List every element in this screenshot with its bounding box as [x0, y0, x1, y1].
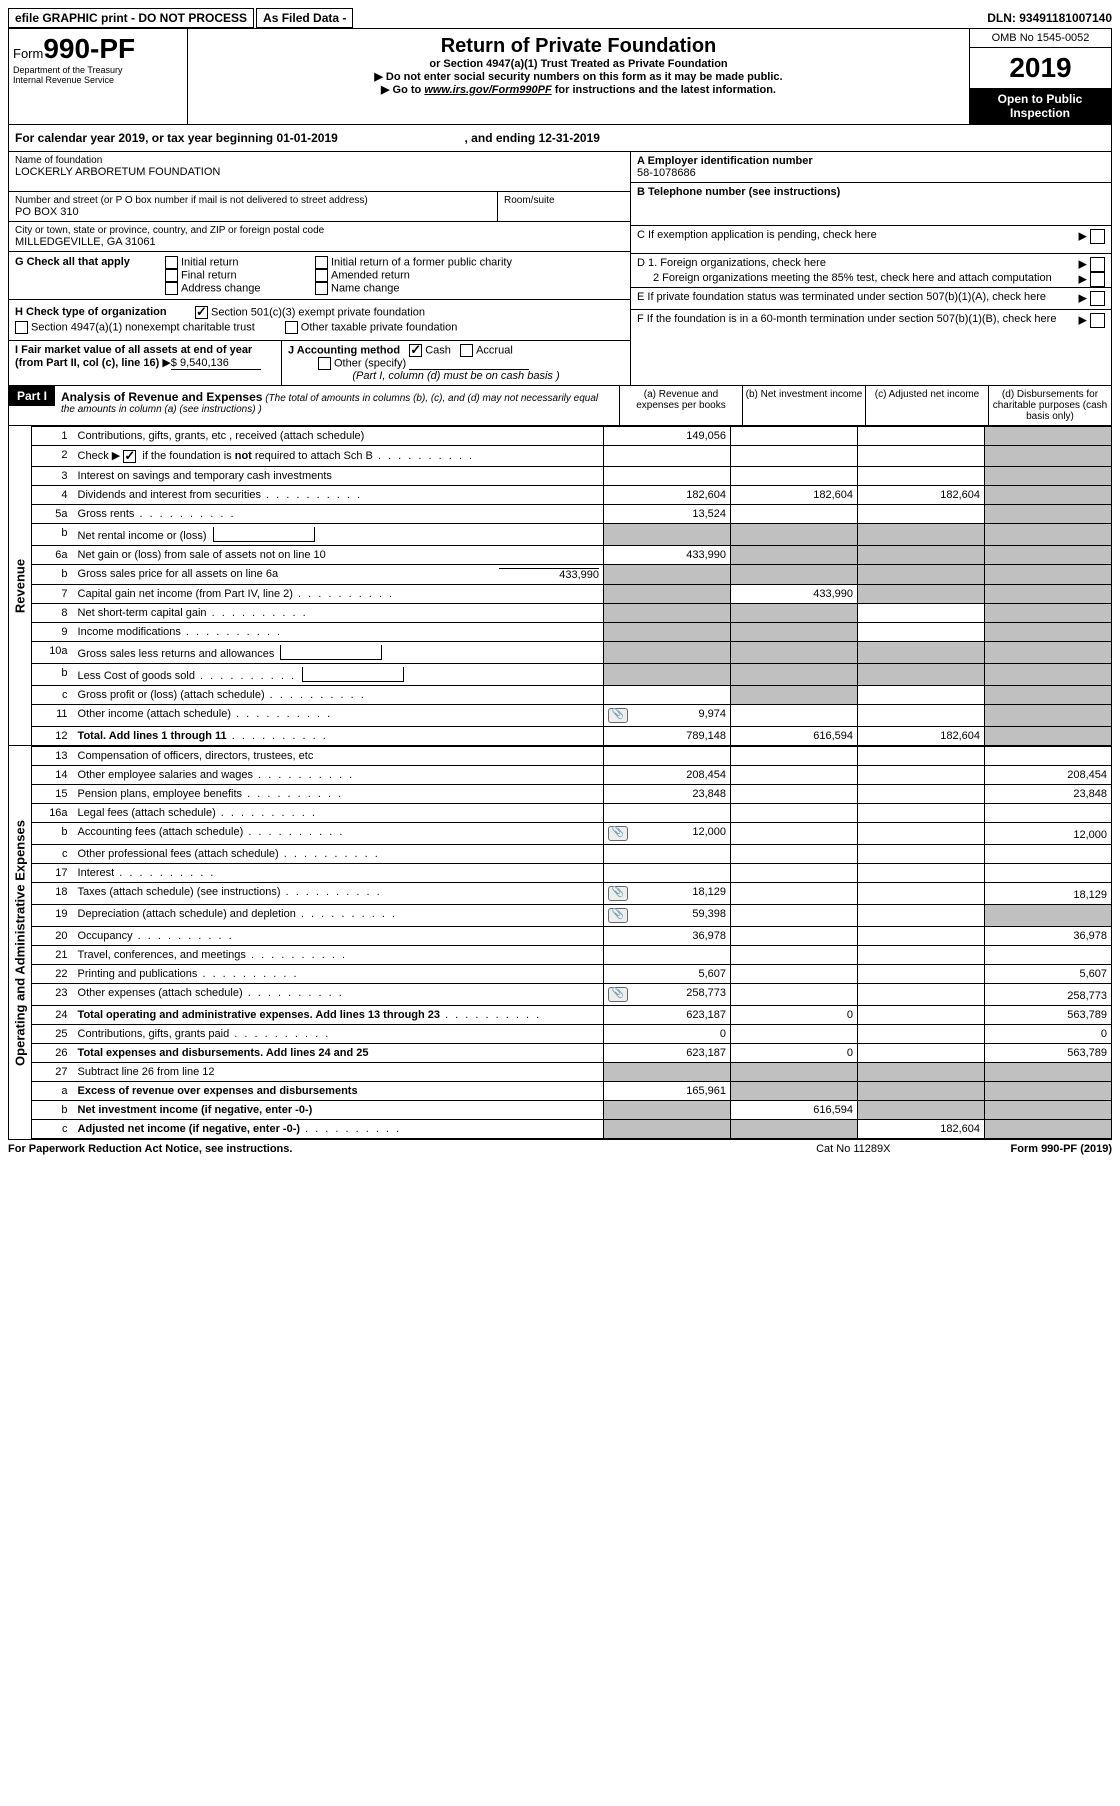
revenue-side-label: Revenue: [9, 426, 32, 745]
cb-c[interactable]: [1090, 229, 1105, 244]
revenue-section: Revenue 1Contributions, gifts, grants, e…: [8, 426, 1112, 746]
col-a-head: (a) Revenue and expenses per books: [619, 386, 742, 425]
room-cell: Room/suite: [497, 192, 630, 221]
section-i: I Fair market value of all assets at end…: [9, 341, 281, 385]
expenses-side-label: Operating and Administrative Expenses: [9, 746, 32, 1139]
cb-cash[interactable]: [409, 344, 422, 357]
fmv-value: $ 9,540,136: [171, 357, 261, 370]
phone-cell: B Telephone number (see instructions): [631, 183, 1111, 226]
cb-initial-return[interactable]: [165, 256, 178, 269]
part1-header: Part I Analysis of Revenue and Expenses …: [8, 386, 1112, 426]
j-note: (Part I, column (d) must be on cash basi…: [288, 370, 624, 382]
d-cell: D 1. Foreign organizations, check here▶ …: [631, 254, 1111, 288]
street-cell: Number and street (or P O box number if …: [9, 192, 497, 221]
revenue-table: 1Contributions, gifts, grants, etc , rec…: [32, 426, 1112, 745]
page-footer: For Paperwork Reduction Act Notice, see …: [8, 1140, 1112, 1155]
section-h: H Check type of organization Section 501…: [9, 300, 630, 341]
col-b-head: (b) Net investment income: [742, 386, 865, 425]
efile-box: efile GRAPHIC print - DO NOT PROCESS: [8, 8, 254, 28]
form-subtitle: or Section 4947(a)(1) Trust Treated as P…: [198, 58, 959, 70]
cb-e[interactable]: [1090, 291, 1105, 306]
ssn-warning: Do not enter social security numbers on …: [198, 70, 959, 83]
calendar-year-line: For calendar year 2019, or tax year begi…: [8, 125, 1112, 152]
dln: DLN: 93491181007140: [987, 11, 1112, 25]
efile-header: efile GRAPHIC print - DO NOT PROCESS As …: [8, 8, 1112, 28]
cb-amended-return[interactable]: [315, 269, 328, 282]
inspection-badge: Open to Public Inspection: [969, 88, 1111, 124]
col-c-head: (c) Adjusted net income: [865, 386, 988, 425]
ein-cell: A Employer identification number 58-1078…: [631, 152, 1111, 183]
cb-name-change[interactable]: [315, 282, 328, 295]
cb-initial-former[interactable]: [315, 256, 328, 269]
section-j: J Accounting method Cash Accrual Other (…: [281, 341, 630, 385]
e-cell: E If private foundation status was termi…: [631, 288, 1111, 310]
entity-info: Name of foundation LOCKERLY ARBORETUM FO…: [8, 152, 1112, 386]
tax-year: 2019: [969, 48, 1111, 88]
dept-label: Department of the Treasury: [13, 65, 183, 75]
form-title-block: Return of Private Foundation or Section …: [188, 29, 969, 124]
section-g: G Check all that apply Initial return In…: [9, 252, 630, 300]
irs-label: Internal Revenue Service: [13, 75, 183, 85]
form-id-block: Form990-PF Department of the Treasury In…: [9, 29, 188, 124]
cb-f[interactable]: [1090, 313, 1105, 328]
f-cell: F If the foundation is in a 60-month ter…: [631, 310, 1111, 337]
part1-badge: Part I: [9, 386, 55, 406]
section-i-j: I Fair market value of all assets at end…: [9, 341, 630, 385]
cb-501c3[interactable]: [195, 306, 208, 319]
col-d-head: (d) Disbursements for charitable purpose…: [988, 386, 1111, 425]
right-info-col: A Employer identification number 58-1078…: [630, 152, 1111, 385]
foundation-name: LOCKERLY ARBORETUM FOUNDATION: [15, 166, 624, 178]
expenses-section: Operating and Administrative Expenses 13…: [8, 746, 1112, 1140]
cb-4947a1[interactable]: [15, 321, 28, 334]
footer-left: For Paperwork Reduction Act Notice, see …: [8, 1143, 292, 1155]
street-address: PO BOX 310: [15, 206, 491, 218]
footer-mid: Cat No 11289X: [816, 1143, 890, 1155]
cb-other-method[interactable]: [318, 357, 331, 370]
cb-d2[interactable]: [1090, 272, 1105, 287]
form-year-block: OMB No 1545-0052 2019 Open to Public Ins…: [969, 29, 1111, 124]
footer-right: Form 990-PF (2019): [1011, 1143, 1113, 1155]
cb-d1[interactable]: [1090, 257, 1105, 272]
cb-address-change[interactable]: [165, 282, 178, 295]
expenses-table: 13Compensation of officers, directors, t…: [32, 746, 1112, 1139]
goto-line: Go to www.irs.gov/Form990PF for instruct…: [198, 83, 959, 96]
foundation-name-cell: Name of foundation LOCKERLY ARBORETUM FO…: [9, 152, 630, 192]
form-title: Return of Private Foundation: [198, 35, 959, 58]
city-cell: City or town, state or province, country…: [9, 222, 630, 252]
ein-value: 58-1078686: [637, 167, 1105, 179]
form-header: Form990-PF Department of the Treasury In…: [8, 28, 1112, 125]
cb-accrual[interactable]: [460, 344, 473, 357]
city-state-zip: MILLEDGEVILLE, GA 31061: [15, 236, 624, 248]
irs-link[interactable]: www.irs.gov/Form990PF: [424, 84, 551, 96]
omb-no: OMB No 1545-0052: [969, 29, 1111, 48]
c-cell: C If exemption application is pending, c…: [631, 226, 1111, 254]
cb-final-return[interactable]: [165, 269, 178, 282]
cb-other-taxable[interactable]: [285, 321, 298, 334]
asfiled-box: As Filed Data -: [256, 8, 353, 28]
